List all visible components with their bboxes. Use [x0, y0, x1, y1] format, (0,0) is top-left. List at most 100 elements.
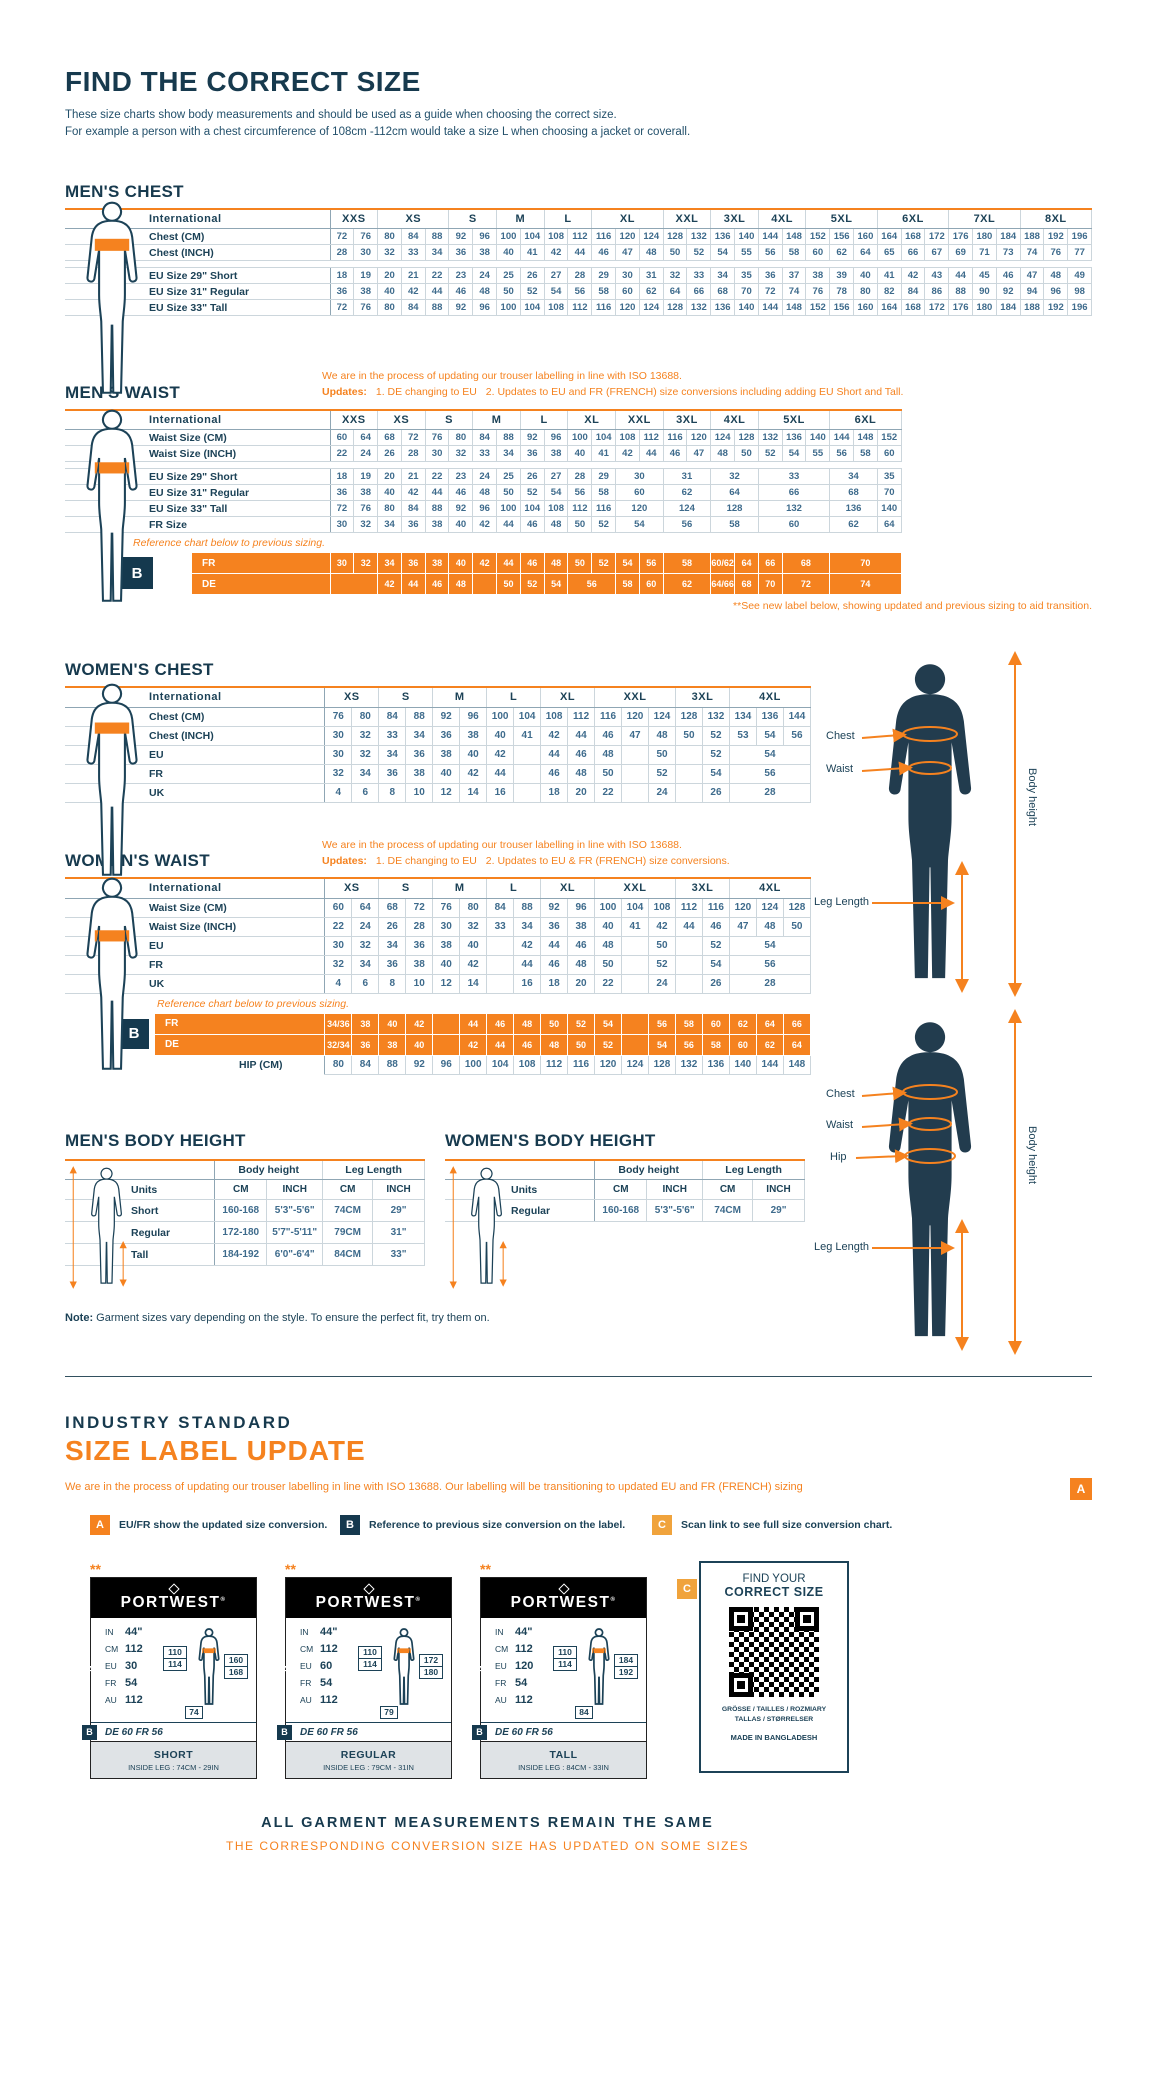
size-cell: 40: [567, 445, 593, 463]
size-cell: 48: [472, 484, 498, 502]
size-cell: 50: [594, 763, 623, 784]
size-cell: 108: [615, 429, 640, 447]
row-label: FR: [192, 552, 331, 575]
size-cell: 76: [805, 283, 831, 300]
size-cell: 25: [496, 468, 521, 486]
size-cell: 40: [377, 283, 402, 300]
size-cell: 38: [405, 763, 434, 784]
size-cell: 64: [710, 484, 759, 502]
size-cell: 31: [638, 267, 664, 284]
label-size-row: FR 54: [105, 1677, 138, 1690]
size-cell: 41: [591, 445, 617, 463]
size-cell: 46: [701, 916, 730, 937]
size-group-header: S: [448, 208, 498, 229]
size-cell: 21: [400, 267, 426, 284]
size-cell: 112: [638, 429, 664, 447]
size-cell: 41: [621, 916, 649, 937]
size-cell: [621, 954, 649, 975]
size-group-header: 3XL: [674, 877, 730, 899]
size-cell: 48: [540, 1033, 569, 1056]
size-cell: 84: [400, 228, 426, 245]
portwest-label: PORTWEST® A IN 44" CM 112 EU 60 FR 54 AU 112 110 114 1…: [277, 1577, 452, 1780]
womens-waist-notes: We are in the process of updating our tr…: [322, 837, 736, 872]
size-cell: 80: [324, 1054, 353, 1075]
size-cell: 44: [540, 935, 569, 956]
size-group-header: XXL: [615, 409, 664, 431]
qr-card-wrap: C FIND YOUR CORRECT SIZE GRÖSSE / TAILLE…: [677, 1561, 849, 1774]
label-cards-row: ** PORTWEST® A IN 44" CM 112 EU 30 FR 54 AU 112 110 11…: [82, 1561, 1092, 1780]
female-waist-figure-icon: [86, 877, 138, 1070]
size-cell: 96: [472, 299, 498, 316]
label-size-row: CM 112: [105, 1643, 143, 1656]
size-cell: 58: [674, 1012, 703, 1035]
size-cell: 76: [353, 228, 379, 245]
size-cell: 44: [567, 244, 593, 261]
size-cell: 184-192: [214, 1243, 268, 1267]
size-cell: 50: [648, 935, 676, 956]
qr-correct-size: CORRECT SIZE: [724, 1585, 824, 1600]
size-cell: 34: [351, 763, 380, 784]
size-group-header: XXL: [662, 208, 712, 229]
size-cell: 84: [472, 429, 498, 447]
size-cell: 136: [781, 429, 807, 447]
size-cell: 88: [496, 429, 521, 447]
size-cell: 88: [405, 706, 434, 727]
size-cell: 42: [472, 552, 498, 575]
size-cell: 8: [378, 782, 407, 803]
size-cell: 20: [377, 267, 402, 284]
size-cell: 44: [486, 763, 515, 784]
size-cell: 36: [757, 267, 783, 284]
size-cell: 50: [496, 484, 521, 502]
womens-waist-table: International XS S M L XL XXL 3XL 4XL Waist Size …: [65, 877, 812, 994]
size-cell: [621, 782, 650, 803]
size-cell: 68: [829, 484, 878, 502]
size-cell: 60: [876, 445, 902, 463]
size-cell: 100: [594, 897, 623, 918]
legend-item-a: A EU/FR show the updated size conversion…: [90, 1515, 340, 1536]
size-cell: 180: [972, 228, 997, 245]
size-cell: 50: [567, 516, 593, 534]
size-cell: 79CM: [322, 1221, 374, 1245]
row-label: UK: [65, 782, 326, 803]
label-size-row: IN 44": [495, 1626, 533, 1639]
legend-row: A EU/FR show the updated size conversion…: [90, 1515, 1092, 1536]
size-cell: 132: [757, 429, 783, 447]
label-header: PORTWEST®: [481, 1578, 646, 1619]
size-cell: [675, 744, 703, 765]
size-cell: 116: [591, 228, 617, 245]
size-cell: 33: [378, 725, 407, 746]
table-row: Chest (INCH) 30 32 33 34 36 38 40 41 42 44 46 47 48 50…: [65, 725, 812, 746]
size-cell: 144: [757, 299, 783, 316]
size-cell: 94: [1019, 283, 1045, 300]
size-cell: 88: [948, 283, 974, 300]
mens-chest-table: International XXS XS S M L XL XXL 3XL 4XL 5XL 6XL 7X…: [65, 207, 1093, 316]
portwest-label: PORTWEST® A IN 44" CM 112 EU 120 FR 54 AU 112 110 114…: [472, 1577, 647, 1780]
size-cell: 80: [459, 897, 488, 918]
size-cell: 54: [594, 1012, 623, 1035]
size-cell: 172: [924, 299, 950, 316]
size-cell: 72: [400, 429, 426, 447]
label-size-row: EU 120: [495, 1660, 534, 1673]
size-cell: 64: [353, 429, 379, 447]
size-cell: 52: [701, 725, 730, 746]
womens-body-height-title: WOMEN'S BODY HEIGHT: [445, 1130, 656, 1150]
size-cell: 46: [591, 244, 617, 261]
qr-find-your: FIND YOUR: [742, 1573, 806, 1586]
update-1: 1. DE changing to EU: [375, 386, 477, 399]
size-cell: 40: [459, 744, 488, 765]
stars-note: **: [90, 1561, 101, 1578]
size-cell: 112: [567, 500, 593, 518]
size-table: FR 34/36 38 40 42 44 46 48 50 52 54 56 58 60 62 64 66 DE 3…: [155, 1012, 812, 1075]
size-cell: 50: [594, 954, 623, 975]
size-cell: 42: [513, 935, 542, 956]
size-cell: 74: [781, 283, 807, 300]
section-divider: [65, 1376, 1092, 1378]
size-cell: 124: [621, 1054, 649, 1075]
portwest-logo: PORTWEST®: [510, 1594, 617, 1612]
size-cell: 108: [540, 706, 569, 727]
size-cell: 100: [459, 1054, 488, 1075]
de-fr-previous-size: DE 60 FR 56: [105, 1726, 163, 1738]
updates-label: Updates:: [322, 854, 367, 867]
b-badge: B: [340, 1515, 360, 1536]
table-row: FR 32 34 36 38 40 42 44 46 48 50 52 54 56: [65, 763, 812, 784]
